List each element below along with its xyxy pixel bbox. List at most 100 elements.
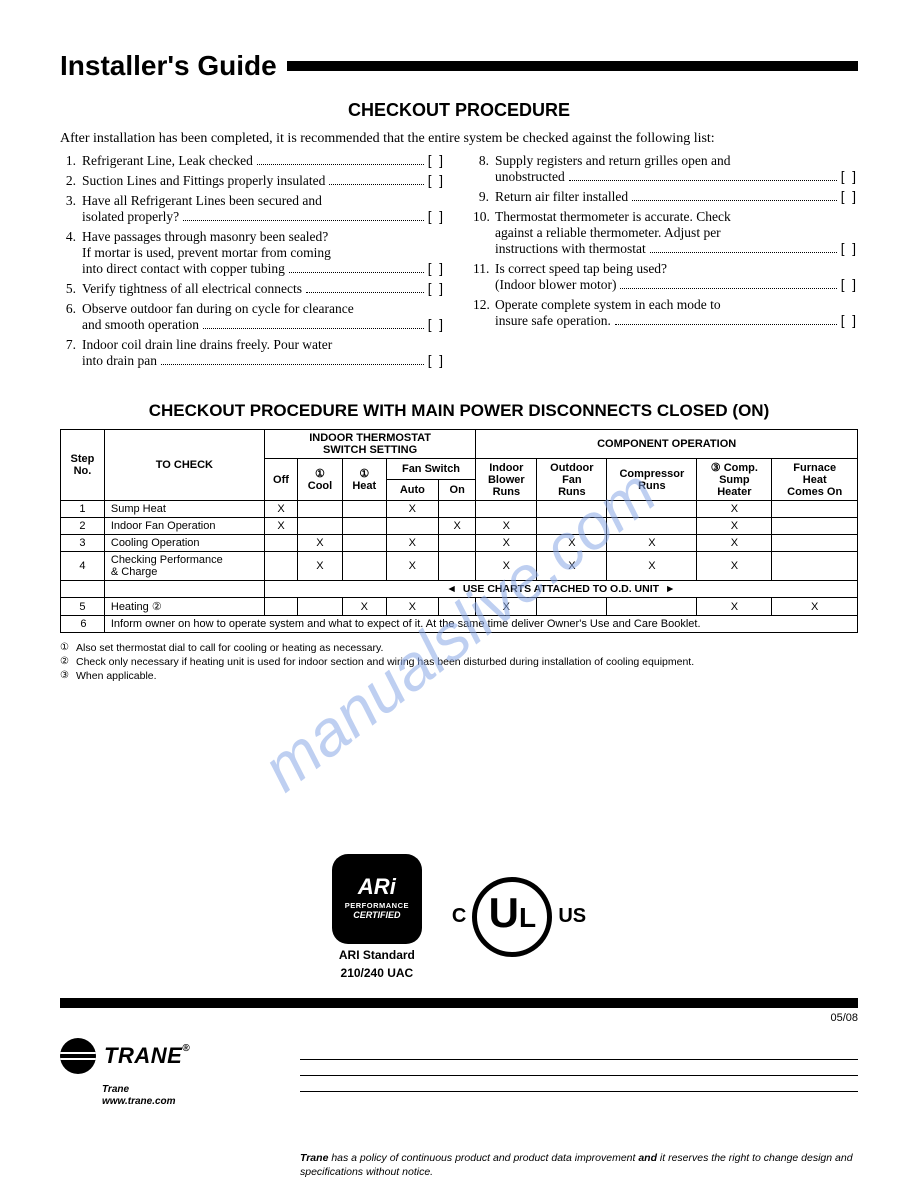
table-cell xyxy=(342,518,386,535)
checklist-line: instructions with thermostat[ ] xyxy=(495,241,858,257)
checklist-line: If mortar is used, prevent mortar from c… xyxy=(82,245,445,261)
section-title-2: CHECKOUT PROCEDURE WITH MAIN POWER DISCO… xyxy=(60,401,858,421)
th-heat: ① Heat xyxy=(342,459,386,501)
table-cell xyxy=(61,581,105,598)
bottom-area: TRANE® Trane www.trane.com Trane has a p… xyxy=(60,1038,858,1179)
table-cell xyxy=(537,598,607,616)
table-cell: X xyxy=(697,598,772,616)
ari-bot: CERTIFIED xyxy=(353,910,400,920)
checklist-box: [ ] xyxy=(841,241,858,256)
checklist-line: Is correct speed tap being used? xyxy=(495,261,858,277)
table-cell: X xyxy=(476,518,537,535)
checklist-line: Return air filter installed[ ] xyxy=(495,189,858,205)
checklist-line: against a reliable thermometer. Adjust p… xyxy=(495,225,858,241)
ul-l: L xyxy=(519,904,536,932)
disclaimer-mid: has a policy of continuous product and p… xyxy=(328,1152,638,1164)
th-sump: ③ Comp. Sump Heater xyxy=(697,459,772,501)
checklist-line: into drain pan[ ] xyxy=(82,353,445,369)
footer-line xyxy=(300,1076,858,1092)
table-cell: X xyxy=(264,518,297,535)
checklist-item: 11.Is correct speed tap being used?(Indo… xyxy=(473,261,858,293)
checklist-dots xyxy=(289,272,424,273)
ari-sub1: ARI Standard xyxy=(332,948,422,962)
table-step-label: Heating ② xyxy=(104,598,264,616)
checklist-dots xyxy=(161,364,424,365)
checklist-text: Indoor coil drain line drains freely. Po… xyxy=(82,337,332,353)
checklist-box: [ ] xyxy=(428,353,445,368)
table-cell: X xyxy=(439,518,476,535)
checklist-line: and smooth operation[ ] xyxy=(82,317,445,333)
th-furnace: Furnace Heat Comes On xyxy=(772,459,858,501)
checklist-left: 1.Refrigerant Line, Leak checked[ ]2.Suc… xyxy=(60,153,445,373)
ari-badge-icon: ARi PERFORMANCE CERTIFIED xyxy=(332,854,422,944)
checklist-body: Have passages through masonry been seale… xyxy=(82,229,445,277)
checklist-body: Suction Lines and Fittings properly insu… xyxy=(82,173,445,189)
table-cell xyxy=(342,501,386,518)
checklist-text: Observe outdoor fan during on cycle for … xyxy=(82,301,354,317)
checklist-body: Verify tightness of all electrical conne… xyxy=(82,281,445,297)
footnote-text: Check only necessary if heating unit is … xyxy=(76,655,694,669)
checklist-num: 8. xyxy=(473,153,495,169)
table-row: 2Indoor Fan OperationXXXX xyxy=(61,518,858,535)
table-cell: X xyxy=(697,501,772,518)
disclaimer-b2: and xyxy=(638,1152,657,1164)
table-step-num: 4 xyxy=(61,552,105,581)
table-cell xyxy=(476,501,537,518)
checklist-line: isolated properly?[ ] xyxy=(82,209,445,225)
checklist-text: unobstructed xyxy=(495,169,565,185)
checklist-num: 11. xyxy=(473,261,495,277)
ul-right: US xyxy=(558,905,586,928)
table-cell xyxy=(386,518,438,535)
ul-u: U xyxy=(489,892,519,934)
checklist-num: 1. xyxy=(60,153,82,169)
checklist-text: Return air filter installed xyxy=(495,189,628,205)
checklist-dots xyxy=(257,164,424,165)
trane-sub1: Trane xyxy=(102,1084,270,1096)
ul-left: C xyxy=(452,905,466,928)
th-auto: Auto xyxy=(386,480,438,501)
checklist-body: Is correct speed tap being used?(Indoor … xyxy=(495,261,858,293)
table-cell: X xyxy=(476,552,537,581)
th-tocheck: TO CHECK xyxy=(104,430,264,501)
checklist-num: 6. xyxy=(60,301,82,317)
table-cell xyxy=(439,501,476,518)
checklist-text: Have all Refrigerant Lines been secured … xyxy=(82,193,322,209)
th-comp: Compressor Runs xyxy=(607,459,697,501)
trane-name-text: TRANE xyxy=(104,1043,182,1068)
logos-row: ARi PERFORMANCE CERTIFIED ARI Standard 2… xyxy=(60,854,858,981)
table-cell: X xyxy=(298,535,343,552)
th-on: On xyxy=(439,480,476,501)
checklist-item: 8.Supply registers and return grilles op… xyxy=(473,153,858,185)
footnote: ①Also set thermostat dial to call for co… xyxy=(60,641,858,655)
checklist-item: 6.Observe outdoor fan during on cycle fo… xyxy=(60,301,445,333)
checklist-dots xyxy=(650,252,837,253)
table-cell xyxy=(607,501,697,518)
table-cell: X xyxy=(607,552,697,581)
table-cell xyxy=(264,598,297,616)
table-cell xyxy=(298,598,343,616)
checklist-text: Verify tightness of all electrical conne… xyxy=(82,281,302,297)
checklist-text: Suction Lines and Fittings properly insu… xyxy=(82,173,325,189)
checklist-dots xyxy=(569,180,837,181)
checklist-box: [ ] xyxy=(428,209,445,224)
checklist-num: 3. xyxy=(60,193,82,209)
table-cell xyxy=(298,518,343,535)
table-cell: X xyxy=(264,501,297,518)
checklist-columns: 1.Refrigerant Line, Leak checked[ ]2.Suc… xyxy=(60,153,858,373)
checklist-box: [ ] xyxy=(841,313,858,328)
checklist-line: into direct contact with copper tubing[ … xyxy=(82,261,445,277)
table-cell xyxy=(298,501,343,518)
table-cell: X xyxy=(386,598,438,616)
table-step-num: 1 xyxy=(61,501,105,518)
checklist-item: 1.Refrigerant Line, Leak checked[ ] xyxy=(60,153,445,169)
checklist-text: Supply registers and return grilles open… xyxy=(495,153,730,169)
checklist-box: [ ] xyxy=(841,169,858,184)
checklist-dots xyxy=(306,292,424,293)
checklist-num: 12. xyxy=(473,297,495,313)
table-cell xyxy=(772,501,858,518)
trane-name: TRANE® xyxy=(104,1043,190,1069)
checklist-text: (Indoor blower motor) xyxy=(495,277,616,293)
trane-block: TRANE® Trane www.trane.com xyxy=(60,1038,270,1179)
table-cell: X xyxy=(537,535,607,552)
ul-circle-icon: UL xyxy=(472,877,552,957)
